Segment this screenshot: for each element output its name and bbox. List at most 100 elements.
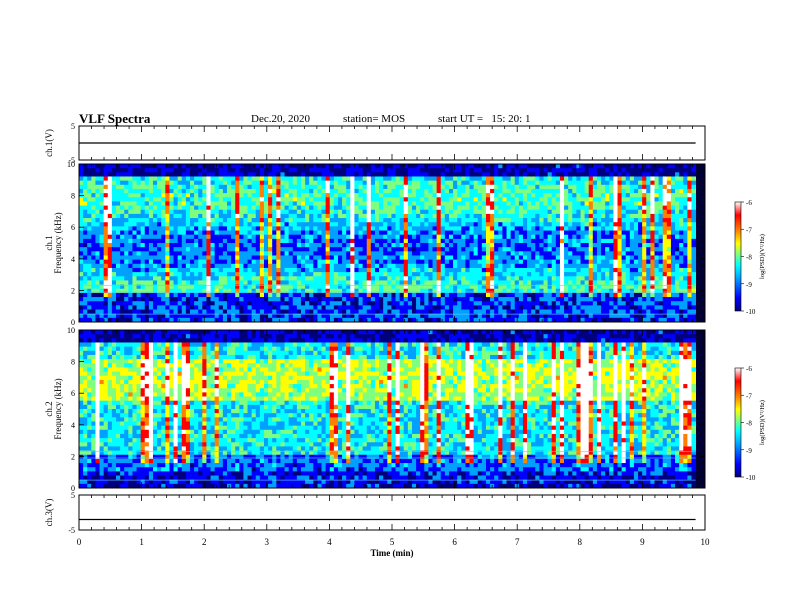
spectrogram-cell (448, 288, 454, 294)
spectrogram-cell (120, 176, 125, 182)
spectrogram-cell (584, 197, 590, 202)
spectrogram-cell (584, 301, 590, 306)
spectrogram-cell (83, 288, 88, 294)
spectrogram-cell (551, 259, 557, 265)
spectrogram-cell (592, 276, 598, 281)
spectrogram-cell (395, 209, 401, 215)
spectrogram-cell (346, 255, 351, 261)
spectrogram-cell (263, 230, 269, 236)
spectrogram-cell (157, 238, 162, 244)
spectrogram-cell (374, 176, 380, 182)
spectrogram-cell (568, 193, 573, 198)
spectrogram-cell (83, 276, 88, 281)
spectrogram-cell (383, 305, 388, 310)
spectrogram-cell (568, 288, 573, 294)
spectrogram-cell (527, 267, 532, 273)
spectrogram-cell (214, 213, 220, 219)
spectrogram-cell (91, 176, 96, 182)
spectrogram-cell (547, 209, 553, 215)
spectrogram-cell (177, 305, 183, 310)
spectrogram-cell (522, 251, 528, 256)
spectrogram-cell (407, 205, 413, 211)
spectrogram-cell (465, 276, 470, 281)
spectrogram-cell (354, 218, 359, 223)
spectrogram-cell (572, 226, 577, 231)
spectrogram-cell (485, 305, 491, 310)
spectrogram-cell (502, 276, 507, 281)
spectrogram-cell (128, 193, 133, 198)
spectrogram-cell (481, 251, 487, 256)
spectrogram-cell (206, 218, 211, 223)
spectrogram-cell (551, 251, 557, 256)
spectrogram-cell (272, 205, 277, 211)
spectrogram-cell (510, 280, 516, 285)
spectrogram-cell (103, 276, 109, 281)
spectrogram-cell (576, 313, 581, 319)
spectrogram-cell (91, 272, 96, 277)
spectrogram-cell (169, 243, 174, 248)
spectrogram-cell (490, 205, 495, 211)
spectrogram-cell (420, 230, 425, 236)
spectrogram-cell (280, 272, 285, 277)
spectrogram-cell (535, 251, 540, 256)
spectrogram-cell (284, 243, 290, 248)
spectrogram-cell (547, 176, 553, 182)
spectrogram-cell (169, 205, 174, 211)
spectrogram-cell (247, 234, 253, 240)
spectrogram-cell (152, 263, 158, 269)
spectrogram-cell (214, 176, 220, 182)
spectrogram-cell (477, 168, 483, 173)
spectrogram-cell (140, 251, 146, 256)
spectrogram-cell (411, 309, 417, 315)
spectrogram-cell (239, 292, 244, 298)
spectrogram-cell (309, 305, 314, 310)
spectrogram-cell (292, 201, 298, 206)
spectrogram-cell (247, 188, 253, 194)
spectrogram-cell (272, 201, 277, 206)
spectrogram-cell (239, 243, 244, 248)
spectrogram-cell (177, 230, 183, 236)
spectrogram-cell (296, 164, 302, 169)
spectrogram-cell (498, 197, 503, 202)
spectrogram-cell (91, 297, 96, 302)
spectrogram-cell (584, 313, 590, 319)
spectrogram-cell (494, 197, 499, 202)
spectrogram-cell (165, 180, 170, 186)
spectrogram-cell (370, 226, 376, 231)
spectrogram-cell (494, 301, 499, 306)
spectrogram-cell (568, 226, 573, 231)
spectrogram-cell (152, 301, 158, 306)
spectrogram-cell (247, 168, 253, 173)
spectrogram-cell (333, 172, 339, 177)
spectrogram-cell (128, 205, 133, 211)
spectrogram-cell (559, 176, 565, 182)
spectrogram-cell (194, 313, 199, 319)
spectrogram-cell (83, 230, 88, 236)
spectrogram-cell (535, 222, 540, 227)
spectrogram-cell (276, 230, 281, 236)
spectrogram-cell (448, 251, 454, 256)
spectrogram-cell (436, 263, 442, 269)
spectrogram-cell (601, 309, 606, 315)
spectrogram-cell (181, 276, 187, 281)
spectrogram-cell (469, 301, 475, 306)
spectrogram-cell (403, 201, 409, 206)
spectrogram-cell (144, 222, 150, 227)
spectrogram-cell (177, 284, 183, 290)
spectrogram-cell (325, 226, 331, 231)
spectrogram-cell (305, 213, 310, 219)
spectrogram-cell (403, 313, 409, 319)
spectrogram-cell (103, 222, 109, 227)
spectrogram-cell (173, 272, 179, 277)
spectrogram-cell (189, 226, 195, 231)
spectrogram-cell (226, 280, 232, 285)
spectrogram-cell (161, 288, 166, 294)
spectrogram-cell (485, 243, 491, 248)
spectrogram-cell (465, 164, 470, 169)
spectrogram-cell (535, 317, 540, 323)
spectrogram-cell (354, 305, 359, 310)
spectrogram-cell (572, 197, 577, 202)
spectrogram-cell (522, 313, 528, 319)
spectrogram-cell (522, 243, 528, 248)
spectrogram-cell (358, 243, 364, 248)
